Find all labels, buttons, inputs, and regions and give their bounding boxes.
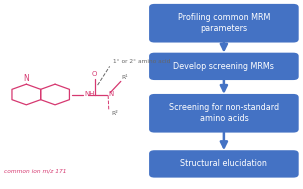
Text: common ion m/z 171: common ion m/z 171 <box>4 169 66 174</box>
Text: Profiling common MRM
parameters: Profiling common MRM parameters <box>178 13 270 33</box>
Text: N: N <box>23 74 29 83</box>
Text: N: N <box>108 91 113 97</box>
FancyBboxPatch shape <box>149 53 299 80</box>
Text: NH: NH <box>84 91 95 97</box>
Text: O: O <box>92 71 97 77</box>
Text: 1° or 2° amino acid: 1° or 2° amino acid <box>113 60 170 64</box>
FancyBboxPatch shape <box>149 94 299 133</box>
Text: Develop screening MRMs: Develop screening MRMs <box>173 62 274 71</box>
Text: Screening for non-standard
amino acids: Screening for non-standard amino acids <box>169 103 279 123</box>
Text: R¹: R¹ <box>122 75 128 81</box>
Text: Structural elucidation: Structural elucidation <box>181 159 267 168</box>
FancyBboxPatch shape <box>149 150 299 178</box>
Text: R²: R² <box>111 111 118 116</box>
FancyBboxPatch shape <box>149 4 299 43</box>
